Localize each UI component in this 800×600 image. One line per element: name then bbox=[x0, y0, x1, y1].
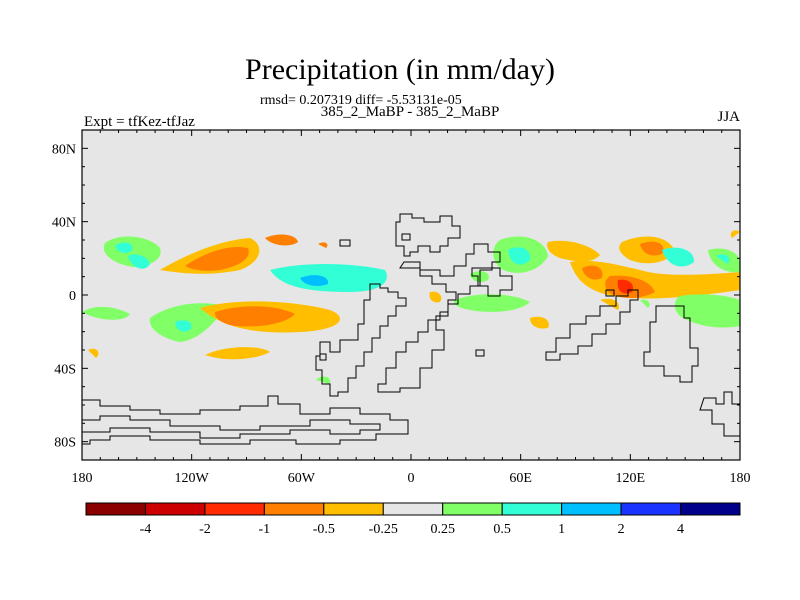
colorbar-label: 4 bbox=[677, 522, 684, 537]
colorbar-swatch bbox=[144, 502, 206, 516]
colorbar-swatch bbox=[204, 502, 265, 516]
colorbar-swatch bbox=[382, 502, 444, 516]
colorbar-swatch bbox=[263, 502, 325, 516]
colorbar-label: -0.25 bbox=[369, 522, 398, 537]
x-tick-label: 120E bbox=[616, 471, 646, 486]
colorbar-swatch bbox=[680, 502, 741, 516]
colorbar-label: -0.5 bbox=[313, 522, 335, 537]
colorbar-label: 1 bbox=[558, 522, 565, 537]
colorbar-label: -2 bbox=[199, 522, 211, 537]
x-tick-label: 180 bbox=[72, 471, 93, 486]
expt-label: Expt = tfKez-tfJaz bbox=[84, 114, 195, 130]
colorbar-label: 2 bbox=[618, 522, 625, 537]
tick-marks bbox=[81, 129, 741, 461]
colorbar-label: 0.5 bbox=[493, 522, 511, 537]
plot-title: Precipitation (in mm/day) bbox=[245, 53, 555, 86]
x-tick-label: 180 bbox=[730, 471, 751, 486]
colorbar-swatch bbox=[323, 502, 384, 516]
colorbar-label: -4 bbox=[140, 522, 152, 537]
colorbar-label: 0.25 bbox=[430, 522, 455, 537]
y-tick-label: 40N bbox=[52, 216, 76, 231]
colorbar-swatch bbox=[85, 502, 146, 516]
stats-line: rmsd= 0.207319 diff= -5.53131e-05 bbox=[260, 93, 462, 108]
colorbar: -4 -2 -1 -0.5 -0.25 0.25 0.5 1 2 4 bbox=[85, 502, 741, 537]
colorbar-label: -1 bbox=[259, 522, 271, 537]
y-tick-label: 80N bbox=[52, 142, 76, 157]
coastlines bbox=[82, 213, 741, 445]
season-label: JJA bbox=[717, 109, 740, 125]
anomaly-contours bbox=[82, 230, 740, 384]
colorbar-swatch bbox=[442, 502, 503, 516]
colorbar-swatch bbox=[561, 502, 622, 516]
experiment-subtitle: 385_2_MaBP - 385_2_MaBP bbox=[320, 104, 500, 120]
y-tick-label: 40S bbox=[54, 362, 76, 377]
colorbar-swatch bbox=[620, 502, 682, 516]
x-tick-label: 0 bbox=[408, 471, 415, 486]
x-tick-label: 60E bbox=[509, 471, 532, 486]
y-tick-label: 80S bbox=[54, 436, 76, 451]
tick-labels: 180 120W 60W 0 60E 120E 180 80N 40N 0 40S 80S bbox=[52, 142, 751, 486]
x-tick-label: 120W bbox=[175, 471, 210, 486]
colorbar-swatch bbox=[501, 502, 563, 516]
y-tick-label: 0 bbox=[69, 289, 76, 304]
x-tick-label: 60W bbox=[288, 471, 316, 486]
